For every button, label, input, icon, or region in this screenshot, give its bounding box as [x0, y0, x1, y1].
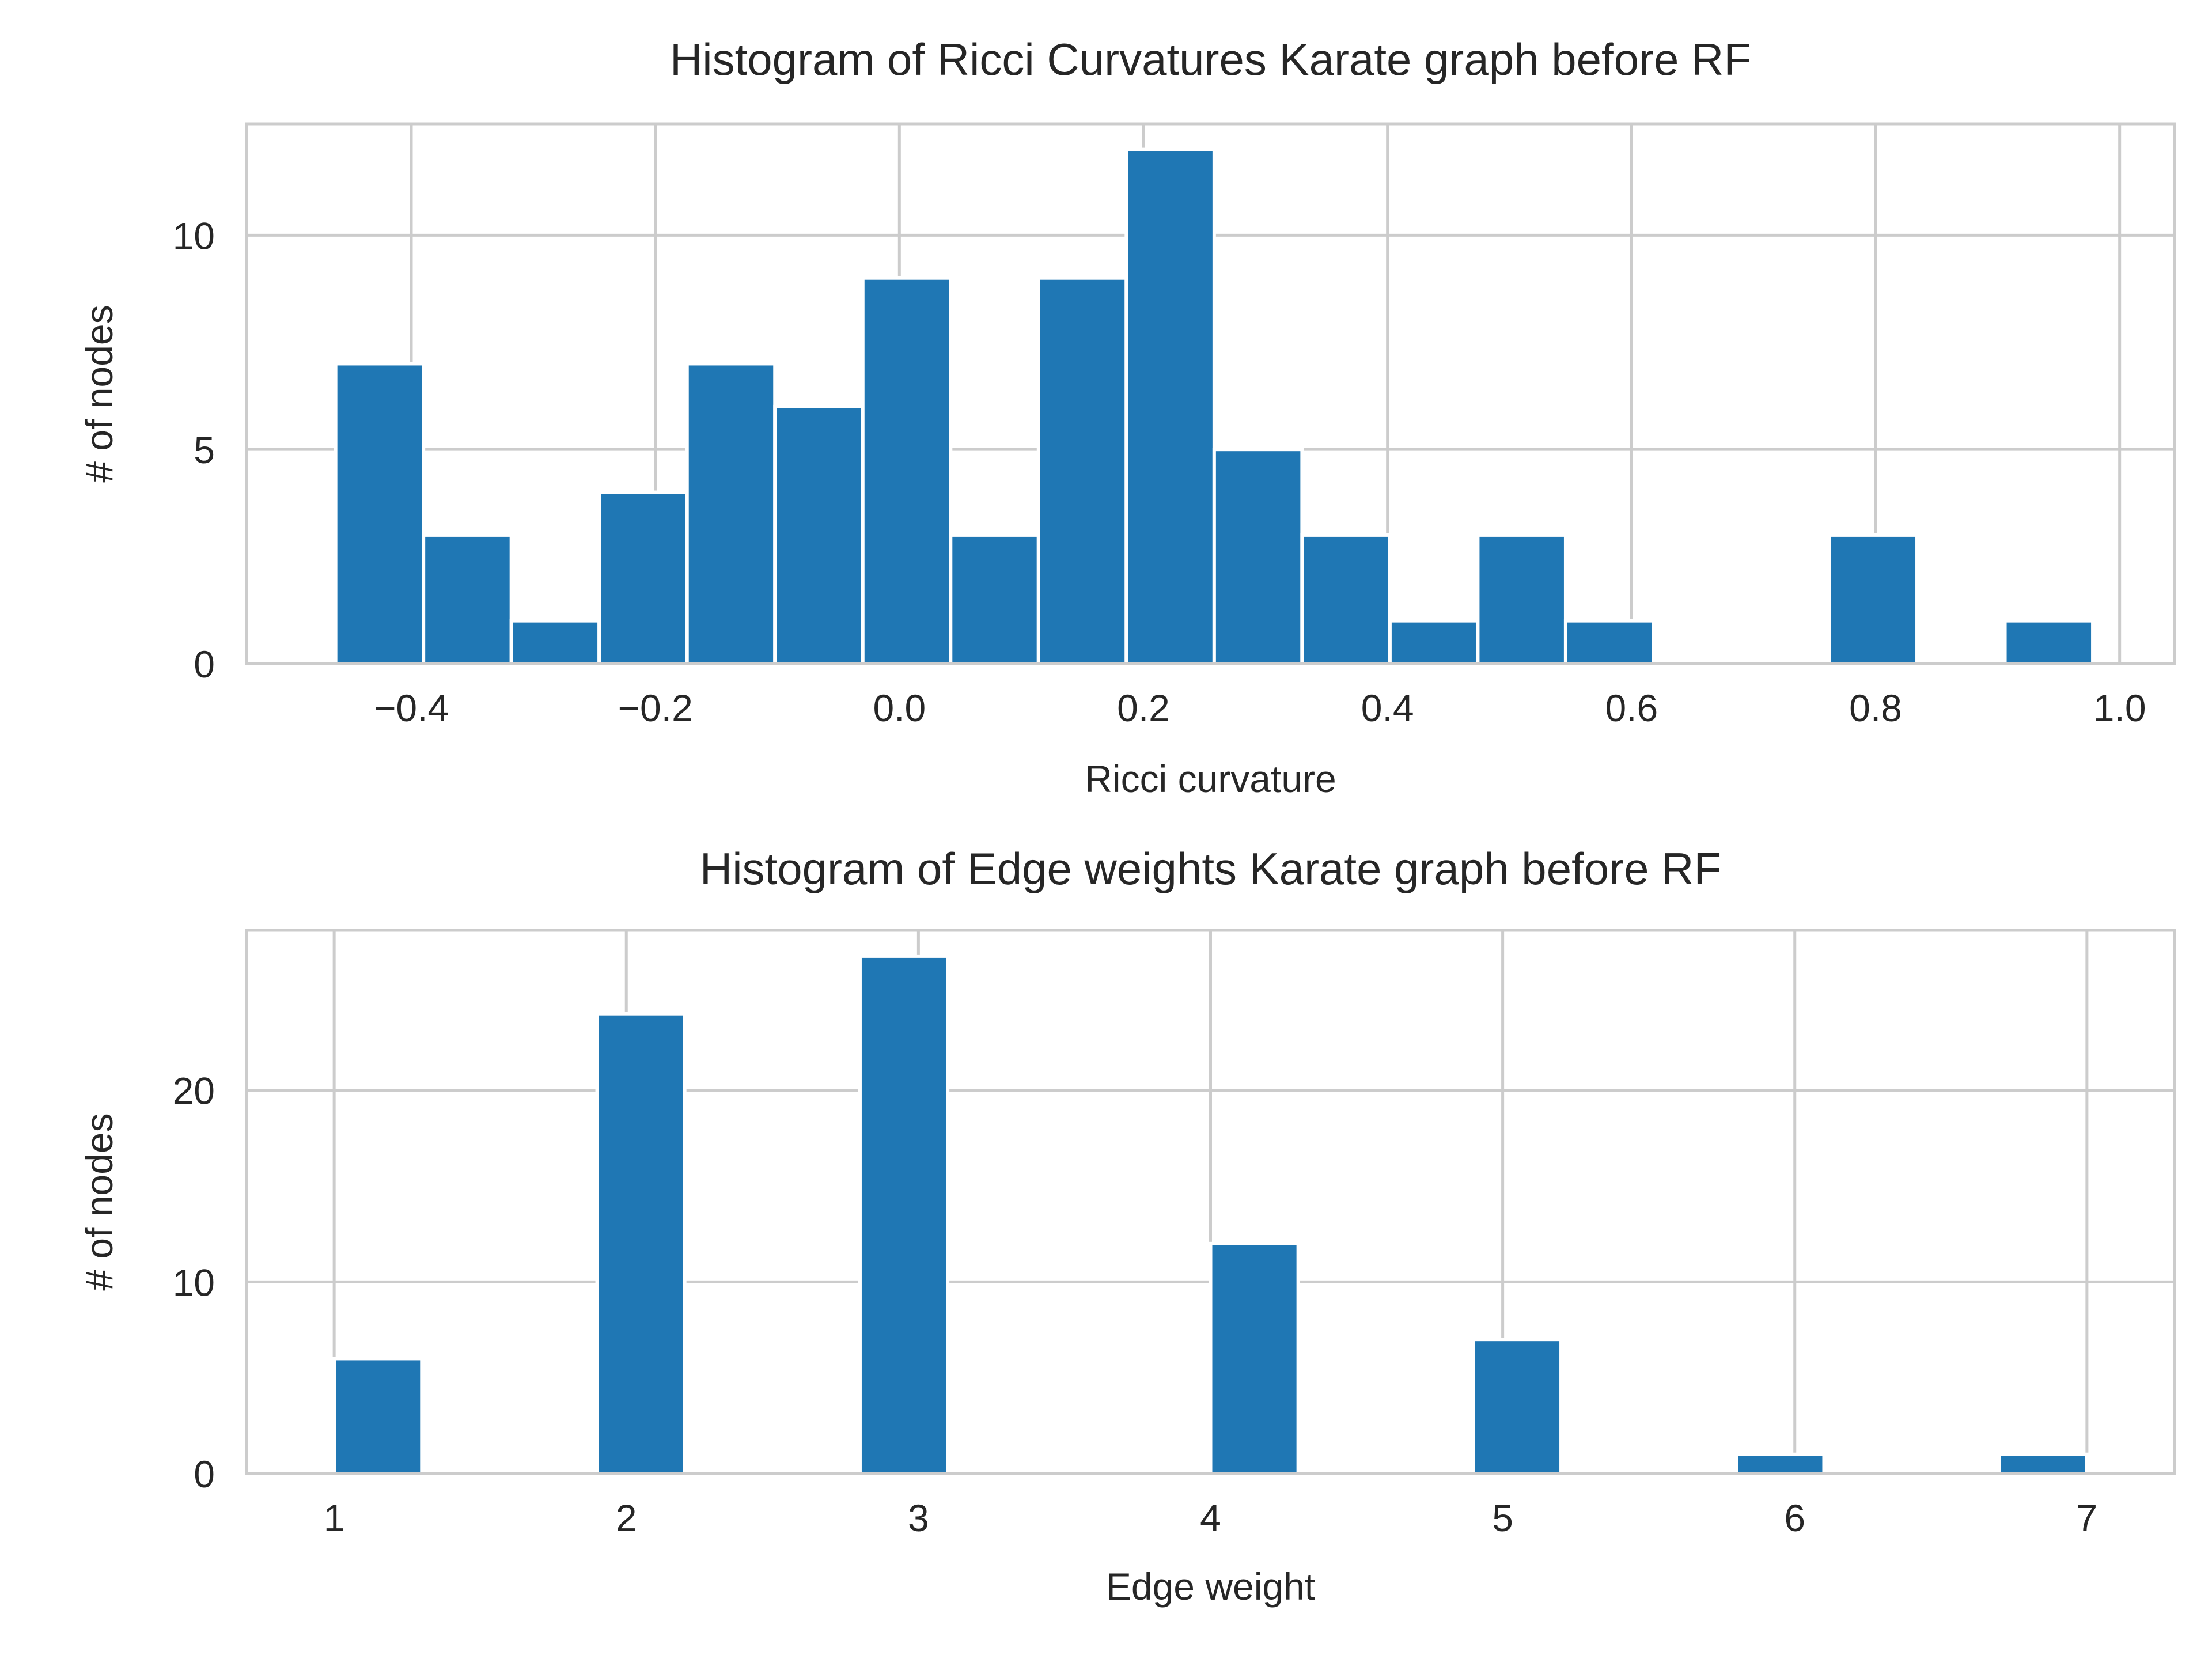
histogram-bar — [332, 1357, 424, 1476]
x-tick-label: 4 — [1200, 1497, 1221, 1539]
x-tick-label: 2 — [616, 1497, 637, 1539]
edge-weight-histogram: 1 2 3 4 5 6 7 0 10 20 Histogram of Edge weights Ka… — [78, 843, 2176, 1608]
y-tick-label: 5 — [194, 429, 215, 471]
histogram-bar — [1212, 448, 1304, 666]
plot-frame — [245, 929, 2176, 1475]
x-tick-label: 0.6 — [1605, 687, 1658, 729]
histogram-bar — [1300, 533, 1392, 666]
histogram-bar — [1036, 276, 1128, 665]
histogram-bar — [1388, 619, 1480, 665]
histogram-bar — [949, 533, 1040, 666]
histogram-bar — [1734, 1452, 1826, 1476]
y-tick-label: 20 — [173, 1070, 215, 1112]
histogram-bar — [1563, 619, 1656, 665]
histogram-bar — [1476, 533, 1567, 666]
histogram-bar — [858, 954, 950, 1475]
histogram-bar — [773, 404, 865, 665]
histogram-bar — [2003, 619, 2095, 665]
x-tick-label: 1.0 — [2093, 687, 2146, 729]
x-tick-label: 0.2 — [1117, 687, 1170, 729]
chart-title: Histogram of Ricci Curvatures Karate gra… — [670, 34, 1751, 85]
histogram-bar — [685, 362, 777, 665]
ricci-curvature-histogram: −0.4 −0.2 0.0 0.2 0.4 0.6 0.8 1.0 0 5 10 Histogram … — [78, 34, 2176, 800]
chart-title: Histogram of Edge weights Karate graph b… — [700, 843, 1721, 894]
x-tick-label: 1 — [324, 1497, 345, 1539]
x-axis-label: Edge weight — [1106, 1565, 1315, 1608]
x-axis-label: Ricci curvature — [1085, 757, 1336, 800]
x-tick-label: 0.8 — [1849, 687, 1902, 729]
x-tick-label: 0.4 — [1361, 687, 1414, 729]
plot-frame — [245, 122, 2176, 665]
histogram-bar — [422, 533, 513, 666]
y-axis-label: # of nodes — [78, 305, 120, 482]
x-tick-label: 6 — [1784, 1497, 1805, 1539]
histogram-bar — [1827, 533, 1919, 666]
x-tick-label: −0.4 — [374, 687, 449, 729]
y-tick-label: 0 — [194, 643, 215, 685]
histogram-bar — [1471, 1338, 1563, 1475]
histogram-bar — [334, 362, 426, 665]
y-tick-label: 10 — [173, 1261, 215, 1304]
x-tick-label: −0.2 — [618, 687, 693, 729]
histogram-bar — [1997, 1452, 2089, 1476]
histogram-bar — [861, 276, 953, 665]
x-tick-label: 3 — [908, 1497, 929, 1539]
histogram-bar — [1124, 147, 1216, 666]
x-tick-label: 7 — [2077, 1497, 2098, 1539]
histogram-bar — [597, 490, 689, 665]
y-axis-label: # of nodes — [78, 1113, 120, 1290]
y-tick-label: 10 — [173, 214, 215, 257]
y-tick-label: 0 — [194, 1453, 215, 1495]
histogram-bar — [595, 1012, 687, 1475]
x-tick-label: 5 — [1492, 1497, 1513, 1539]
histogram-bar — [509, 619, 601, 665]
x-tick-label: 0.0 — [873, 687, 926, 729]
histogram-bar — [1209, 1241, 1300, 1476]
